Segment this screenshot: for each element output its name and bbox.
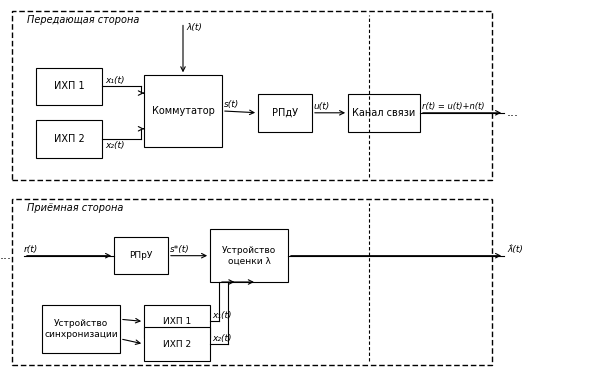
Text: ИХП 1: ИХП 1 xyxy=(53,82,85,91)
Text: ИХП 2: ИХП 2 xyxy=(53,134,85,144)
Bar xyxy=(36,120,102,158)
Bar xyxy=(12,199,492,365)
Bar xyxy=(42,305,120,353)
Text: РПрУ: РПрУ xyxy=(130,251,152,260)
Text: РПдУ: РПдУ xyxy=(272,108,298,118)
Text: Передающая сторона: Передающая сторона xyxy=(27,15,139,25)
Text: Коммутатор: Коммутатор xyxy=(152,106,214,116)
Text: ...: ... xyxy=(0,249,12,262)
Text: x₁(t): x₁(t) xyxy=(105,76,125,85)
Bar xyxy=(36,68,102,105)
Text: Канал связи: Канал связи xyxy=(352,108,416,118)
Text: λ(t): λ(t) xyxy=(186,23,202,32)
Text: r(t) = u(t)+n(t): r(t) = u(t)+n(t) xyxy=(422,102,484,111)
Text: Приёмная сторона: Приёмная сторона xyxy=(27,203,124,213)
Text: u(t): u(t) xyxy=(314,102,330,111)
Text: λ̂(t): λ̂(t) xyxy=(507,245,523,254)
Bar xyxy=(144,305,210,338)
Text: Устройство
оценки λ: Устройство оценки λ xyxy=(222,246,276,265)
Bar xyxy=(144,75,222,147)
Text: Устройство
синхронизации: Устройство синхронизации xyxy=(44,319,118,339)
Text: ИХП 2: ИХП 2 xyxy=(163,340,191,349)
Text: s*(t): s*(t) xyxy=(170,245,190,254)
Text: x₁(t): x₁(t) xyxy=(212,311,232,320)
Bar xyxy=(144,327,210,361)
Bar xyxy=(348,94,420,132)
Text: x₂(t): x₂(t) xyxy=(212,334,232,343)
Text: x₂(t): x₂(t) xyxy=(105,141,125,150)
Bar xyxy=(210,229,288,282)
Text: ИХП 1: ИХП 1 xyxy=(163,317,191,326)
Text: r(t): r(t) xyxy=(24,245,38,254)
Bar xyxy=(12,11,492,180)
Text: ...: ... xyxy=(507,106,519,119)
Bar xyxy=(258,94,312,132)
Bar xyxy=(114,237,168,274)
Text: s(t): s(t) xyxy=(224,100,239,109)
